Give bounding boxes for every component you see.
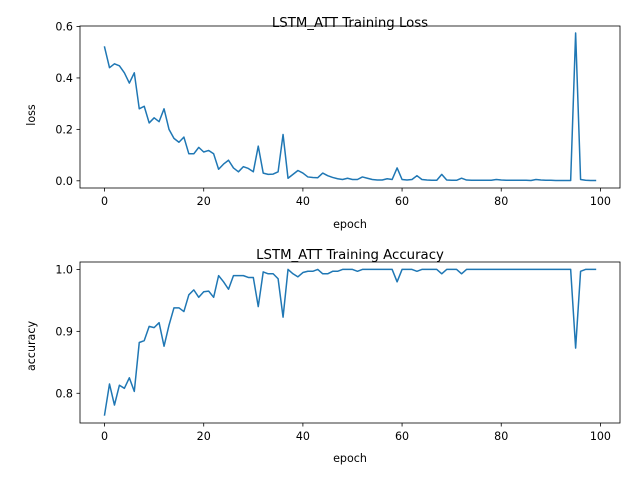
accuracy-y-tick-label: 0.8	[55, 387, 73, 400]
loss-x-tick-label: 80	[494, 195, 508, 208]
loss-x-tick-label: 60	[395, 195, 409, 208]
loss-y-tick-label: 0.0	[55, 175, 73, 188]
accuracy-x-tick-label: 20	[197, 430, 211, 443]
loss-chart-title: LSTM_ATT Training Loss	[272, 16, 428, 31]
accuracy-chart-title: LSTM_ATT Training Accuracy	[256, 248, 444, 263]
loss-series-line	[103, 32, 597, 182]
loss-x-tick-label: 0	[101, 195, 108, 208]
accuracy-x-tick-label: 100	[590, 430, 611, 443]
accuracy-y-tick-label: 1.0	[55, 263, 73, 276]
loss-plot-frame	[79, 25, 621, 189]
accuracy-chart: LSTM_ATT Training Accuracy epoch accurac…	[25, 248, 621, 465]
accuracy-plot-frame	[79, 261, 621, 424]
loss-y-tick-label: 0.6	[55, 21, 73, 34]
accuracy-x-axis-label: epoch	[333, 452, 367, 465]
loss-y-axis-label: loss	[25, 104, 38, 126]
loss-x-tick-label: 40	[296, 195, 310, 208]
loss-x-axis-label: epoch	[333, 218, 367, 231]
accuracy-y-axis-label: accuracy	[25, 321, 38, 371]
accuracy-series-line	[103, 268, 597, 416]
loss-y-tick-label: 0.2	[55, 123, 73, 136]
loss-chart: LSTM_ATT Training Loss epoch loss 0 20 40 6…	[25, 16, 621, 231]
accuracy-x-tick-label: 80	[494, 430, 508, 443]
loss-y-tick-label: 0.4	[55, 72, 73, 85]
loss-x-tick-label: 20	[197, 195, 211, 208]
accuracy-x-tick-label: 60	[395, 430, 409, 443]
loss-x-tick-label: 100	[590, 195, 611, 208]
accuracy-x-tick-label: 40	[296, 430, 310, 443]
accuracy-x-tick-label: 0	[101, 430, 108, 443]
accuracy-y-tick-label: 0.9	[55, 325, 73, 338]
